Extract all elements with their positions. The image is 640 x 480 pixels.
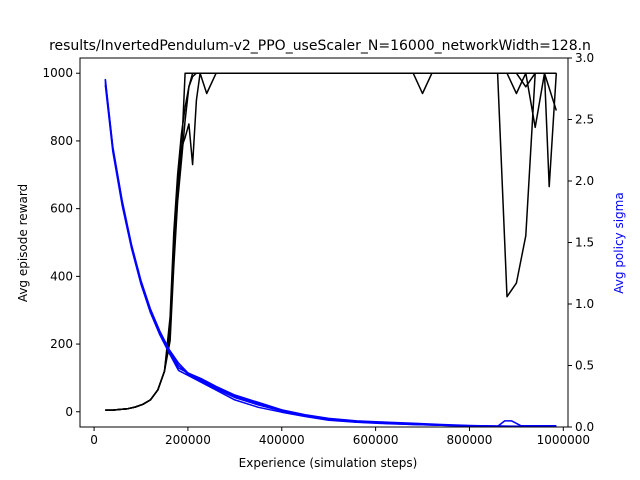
- x-tick-label: 1000000: [537, 433, 590, 447]
- y2-tick-label: 1.0: [575, 297, 594, 311]
- y-tick-label: 1000: [42, 66, 73, 80]
- y2-tick-label: 3.0: [575, 51, 594, 65]
- y-axis-left: 0 200 400 600 800 1000: [42, 66, 80, 419]
- y2-tick-label: 0.5: [575, 359, 594, 373]
- y-tick-label: 800: [50, 134, 73, 148]
- y-tick-label: 0: [65, 405, 73, 419]
- y-tick-label: 200: [50, 337, 73, 351]
- plot-frame: [79, 57, 569, 428]
- x-tick-label: 200000: [165, 433, 211, 447]
- y2-tick-label: 2.0: [575, 174, 594, 188]
- x-axis-label: Experience (simulation steps): [239, 456, 418, 470]
- reward-line-4: [105, 72, 558, 411]
- y-tick-label: 600: [50, 202, 73, 216]
- x-tick-label: 600000: [353, 433, 399, 447]
- x-tick-label: 800000: [447, 433, 493, 447]
- y-axis-label: Avg episode reward: [16, 184, 30, 302]
- chart-title: results/InvertedPendulum-v2_PPO_useScale…: [49, 38, 591, 54]
- y2-tick-label: 1.5: [575, 236, 594, 250]
- y2-tick-label: 0.0: [575, 420, 594, 434]
- x-tick-label: 0: [90, 433, 98, 447]
- y2-tick-label: 2.5: [575, 113, 594, 127]
- y2-axis-label: Avg policy sigma: [612, 192, 626, 293]
- plot-lines: [104, 72, 558, 428]
- y-axis-right: 0.0 0.5 1.0 1.5 2.0 2.5 3.0: [568, 51, 594, 434]
- y-tick-label: 400: [50, 269, 73, 283]
- x-axis: 0 200000 400000 600000 800000 1000000: [90, 427, 590, 447]
- x-tick-label: 400000: [259, 433, 305, 447]
- sigma-line-4: [104, 80, 557, 428]
